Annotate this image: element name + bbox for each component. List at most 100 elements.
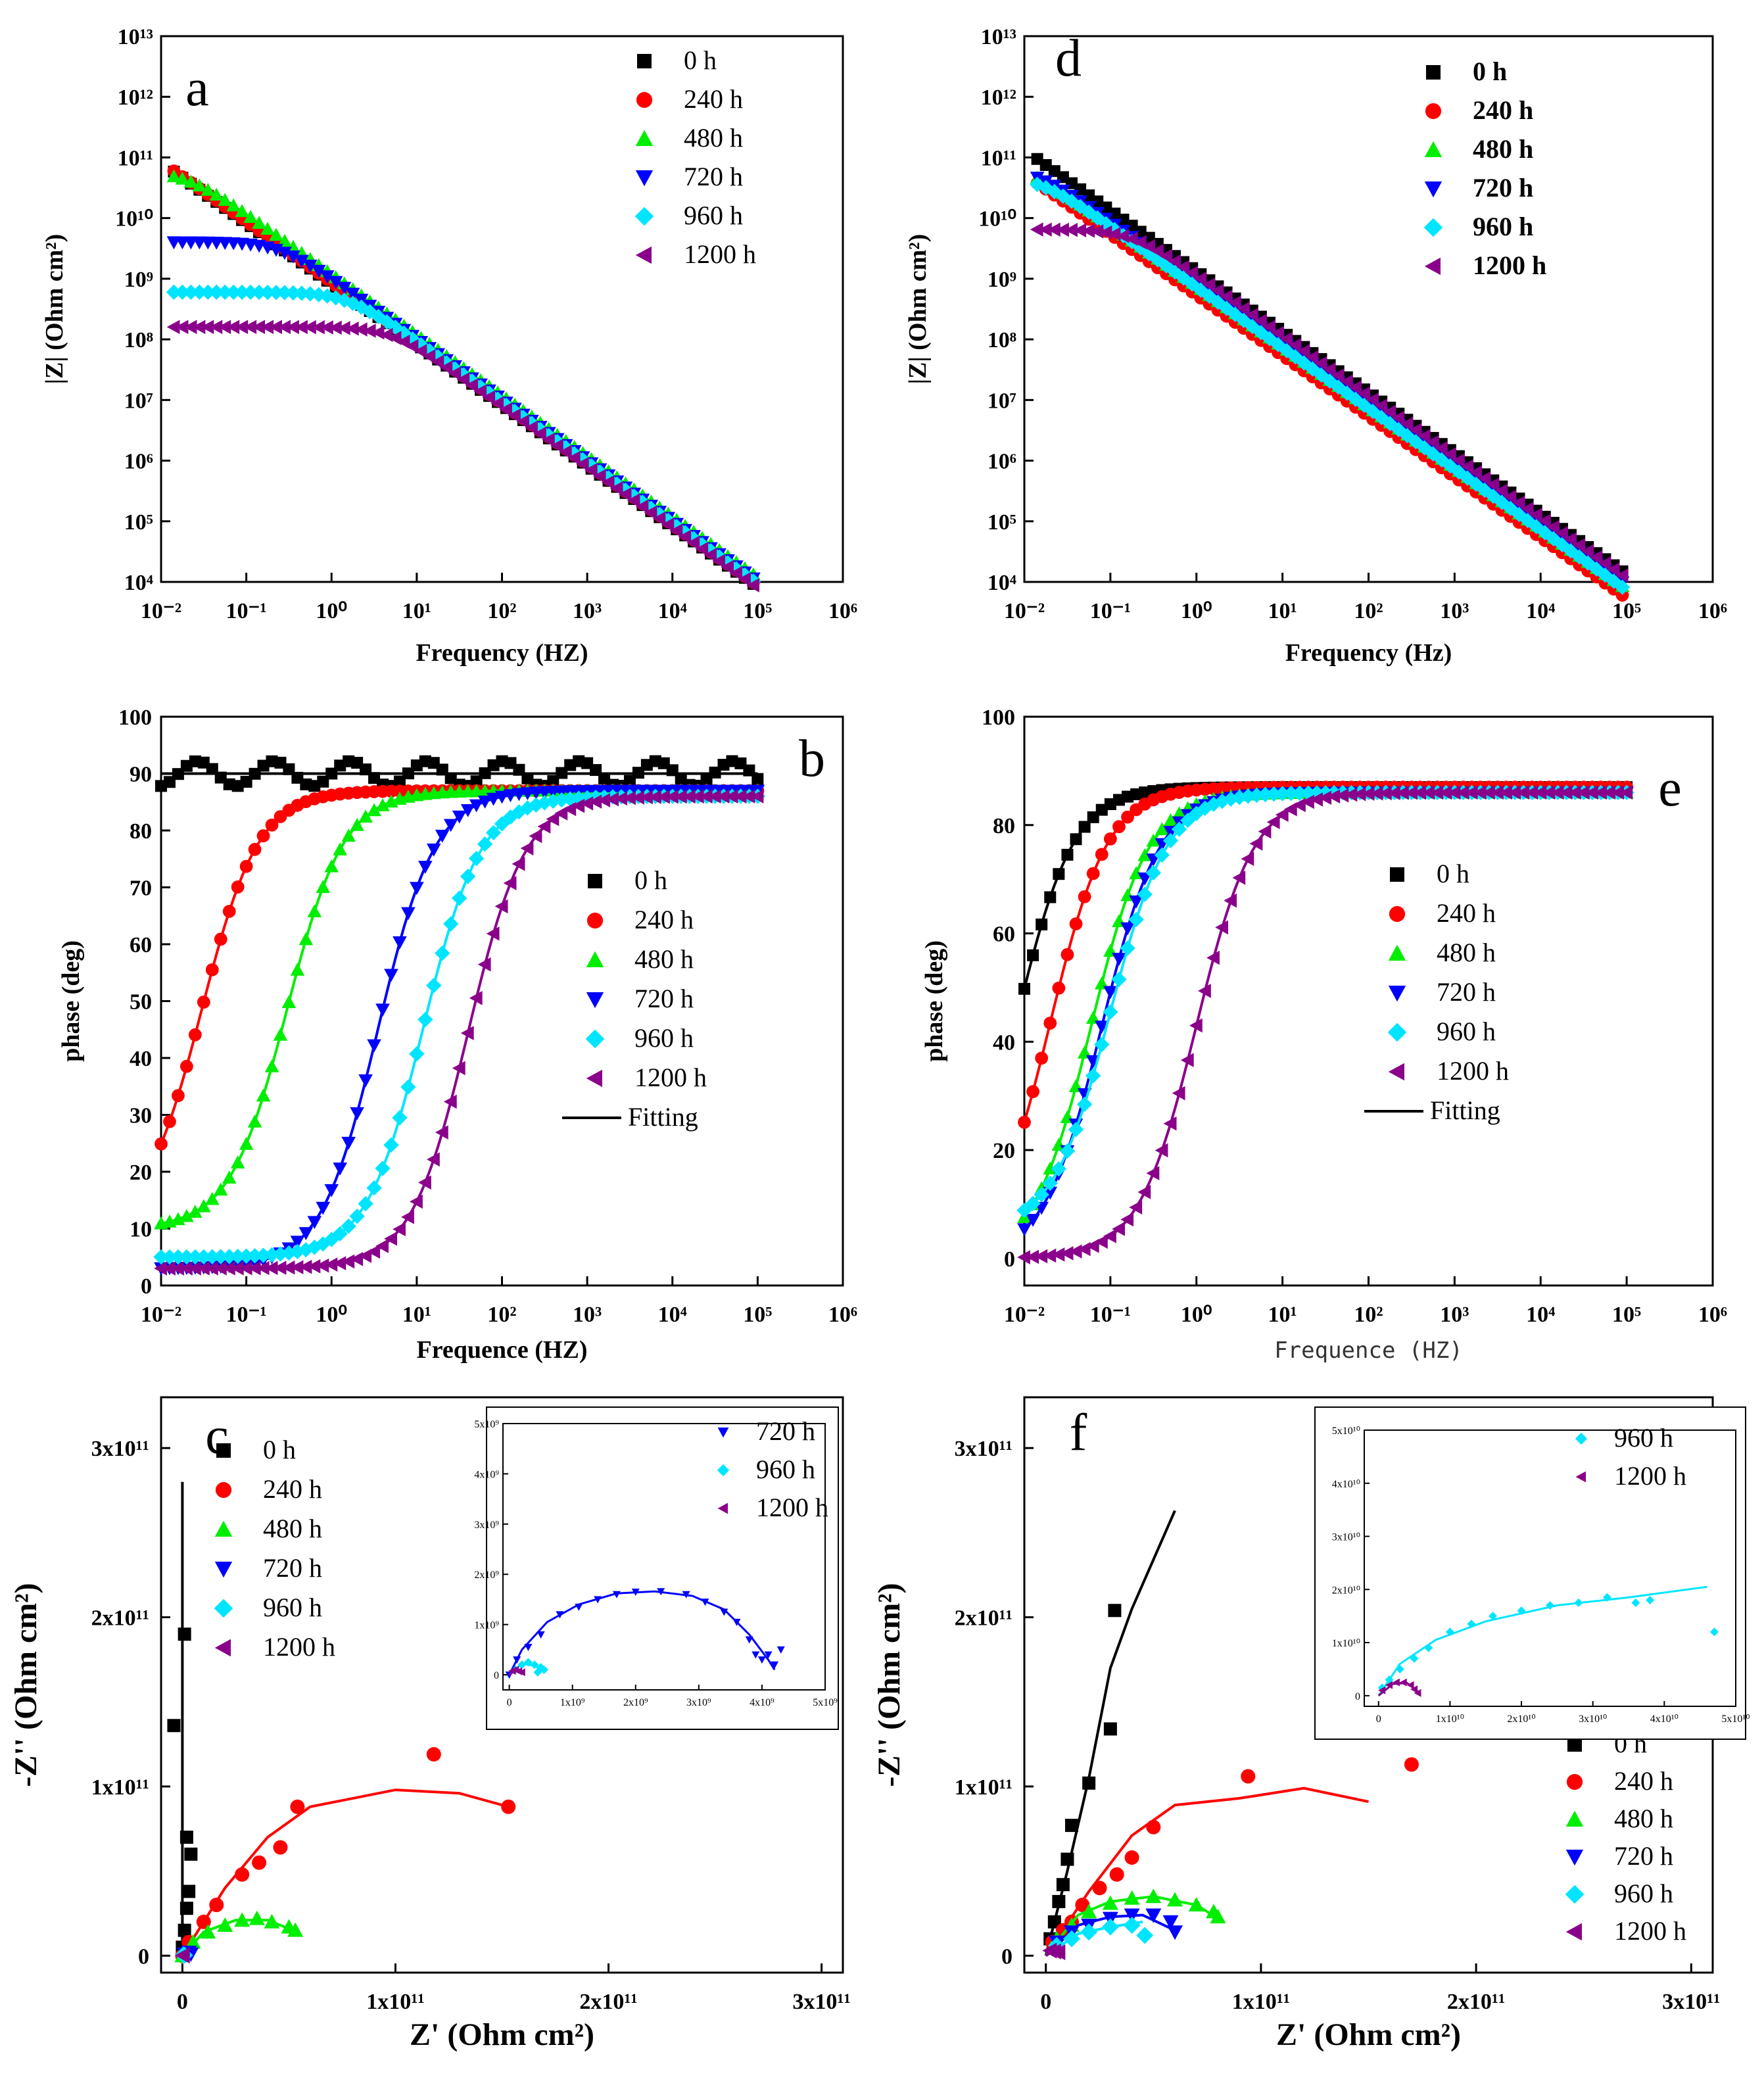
data-point	[1410, 1685, 1418, 1694]
data-point	[1305, 350, 1319, 365]
inset-x-tick-label: 2x10¹⁰	[1507, 1714, 1535, 1725]
data-point	[410, 882, 424, 896]
data-point	[1163, 813, 1178, 827]
data-point	[213, 1249, 229, 1264]
data-point	[1034, 1249, 1048, 1264]
data-point	[303, 259, 318, 273]
data-point	[1137, 886, 1153, 902]
data-point	[1344, 787, 1358, 802]
data-point	[1095, 848, 1108, 861]
data-point	[1232, 871, 1246, 885]
y-tick-label: 10⁴	[988, 571, 1016, 595]
data-point	[1086, 867, 1100, 880]
inset-x-tick-label: 0	[1376, 1714, 1381, 1725]
data-point	[1210, 1909, 1226, 1924]
data-point	[218, 320, 231, 335]
y-tick-label: 30	[130, 1104, 152, 1128]
panel-e: 10⁻² 10⁻¹ 10⁰ 10¹ 10² 10³ 10⁴ 10⁵ 10⁶ 0 20 40 60 80 10…	[920, 706, 1727, 1364]
data-point	[264, 1261, 278, 1276]
data-point	[1490, 785, 1504, 800]
inset-legend-label: 720 h	[756, 1416, 815, 1446]
legend-label: 240 h	[634, 905, 694, 934]
data-point	[1141, 239, 1155, 254]
data-point	[269, 228, 283, 241]
data-point	[1214, 793, 1230, 809]
legend-label: 240 h	[263, 1474, 322, 1504]
data-point	[511, 804, 527, 820]
data-point	[1082, 224, 1095, 238]
data-point	[751, 1651, 760, 1659]
data-point	[171, 1261, 184, 1276]
data-point	[634, 494, 651, 510]
data-point	[1546, 1601, 1554, 1610]
data-point	[1477, 471, 1491, 486]
y-tick-label: 70	[130, 876, 152, 901]
data-point	[358, 1195, 373, 1212]
data-point	[513, 1656, 521, 1664]
data-point	[1322, 373, 1338, 389]
data-point	[539, 1665, 548, 1674]
data-point	[286, 250, 300, 264]
data-point	[1614, 579, 1631, 595]
y-tick-label: 40	[130, 1047, 152, 1071]
data-point	[197, 1261, 210, 1276]
data-point	[1060, 1246, 1074, 1261]
data-point	[235, 1867, 250, 1882]
x-tick-label: 10³	[1440, 1303, 1469, 1327]
data-point	[1257, 786, 1274, 803]
data-point	[728, 561, 744, 577]
x-tick-label: 10²	[1354, 599, 1383, 623]
data-point	[567, 450, 581, 466]
inset-x-tick-label: 4x10¹⁰	[1650, 1714, 1679, 1725]
data-point	[222, 905, 236, 918]
data-point	[1107, 227, 1121, 241]
data-point	[1137, 1185, 1151, 1199]
data-point	[235, 204, 249, 218]
data-point	[525, 420, 538, 435]
data-point	[196, 1249, 212, 1265]
data-point	[738, 572, 751, 587]
data-point	[1511, 506, 1527, 523]
data-point	[588, 794, 602, 809]
data-point	[435, 1125, 448, 1140]
data-point	[1404, 1757, 1419, 1772]
series-1200-h	[1030, 222, 1629, 583]
x-tick-label: 10³	[1440, 599, 1469, 623]
panel-label: a	[185, 59, 209, 117]
legend-label: 480 h	[1614, 1804, 1673, 1833]
data-point	[183, 284, 199, 300]
inset-y-tick-label: 0	[1355, 1691, 1360, 1702]
data-point	[1044, 891, 1057, 903]
data-point	[1567, 785, 1581, 800]
data-point	[290, 1260, 304, 1275]
x-tick-label: 10²	[487, 1303, 516, 1327]
x-tick-label: 10²	[1354, 1303, 1383, 1327]
panel-b: 10⁻² 10⁻¹ 10⁰ 10¹ 10² 10³ 10⁴ 10⁵ 10⁶ 0 10 20 30 40 50…	[57, 706, 857, 1364]
data-point	[1327, 789, 1341, 804]
data-point	[324, 859, 339, 873]
series-240-h	[1045, 1757, 1419, 1957]
data-point	[1615, 568, 1629, 583]
data-point	[617, 482, 634, 498]
data-point	[251, 284, 267, 300]
legend-label: 480 h	[684, 123, 743, 153]
panel-label: e	[1658, 759, 1682, 817]
data-point	[606, 792, 619, 807]
x-tick-label: 10⁴	[658, 599, 687, 623]
data-point	[217, 1917, 233, 1932]
legend-label: 1200 h	[1473, 251, 1546, 280]
data-point	[316, 1201, 331, 1215]
data-point	[320, 270, 335, 283]
data-point	[1245, 318, 1260, 335]
data-point	[512, 857, 525, 871]
x-tick-label: 1x10¹¹	[1232, 1990, 1290, 2014]
inset-y-tick-label: 5x10⁹	[474, 1419, 499, 1430]
inset-legend-label: 960 h	[1614, 1423, 1673, 1453]
data-point	[1193, 272, 1207, 286]
y-axis-label: |Z| (Ohm cm²)	[41, 234, 68, 385]
legend-marker	[1389, 905, 1406, 923]
data-point	[264, 1059, 279, 1072]
data-point	[166, 320, 180, 335]
data-point	[1099, 225, 1112, 240]
data-point	[162, 1261, 176, 1276]
